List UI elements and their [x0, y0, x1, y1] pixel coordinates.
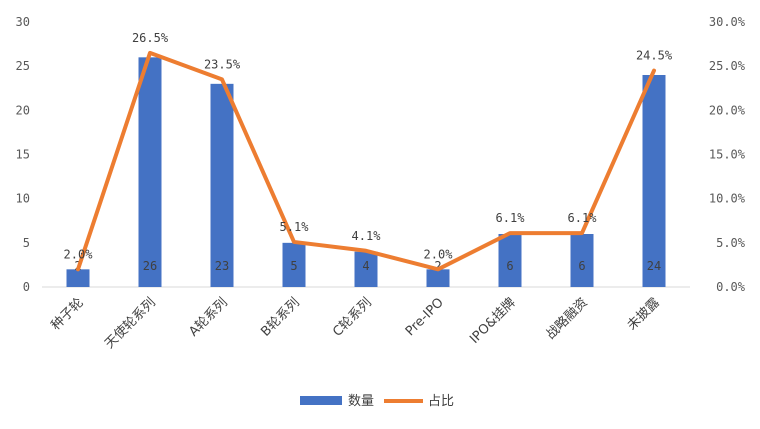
right-y-tick-label: 0.0%: [716, 280, 746, 294]
right-y-tick-label: 10.0%: [709, 192, 746, 206]
left-y-tick-label: 0: [23, 280, 30, 294]
bar: [66, 269, 90, 287]
line-value-label: 2.0%: [424, 247, 454, 261]
line-value-label: 26.5%: [132, 31, 169, 45]
left-y-tick-label: 15: [16, 148, 30, 162]
line-value-labels: 2.0% 26.5% 23.5% 5.1% 4.1% 2.0% 6.1% 6.1% 24.5%: [64, 31, 673, 261]
right-y-tick-label: 5.0%: [716, 236, 746, 250]
bar: [210, 83, 234, 287]
right-y-tick-label: 15.0%: [709, 148, 746, 162]
category-label: IPO&挂牌: [466, 295, 518, 347]
bar-value-label: 23: [215, 259, 229, 273]
right-y-tick-label: 20.0%: [709, 103, 746, 117]
line-value-label: 5.1%: [280, 220, 310, 234]
bar-value-label: 6: [578, 259, 585, 273]
line-series: [76, 50, 656, 272]
right-y-tick-label: 30.0%: [709, 15, 746, 29]
category-label: A轮系列: [186, 295, 230, 339]
bar-series: [66, 57, 666, 288]
left-y-tick-label: 10: [16, 192, 30, 206]
bar-value-label: 4: [362, 259, 369, 273]
bar-value-label: 6: [506, 259, 513, 273]
legend-bar-swatch: [300, 396, 342, 405]
line-value-label: 23.5%: [204, 57, 241, 71]
category-label: 战略融资: [543, 295, 591, 343]
bar-value-label: 2: [434, 259, 441, 273]
line-value-label: 2.0%: [64, 247, 94, 261]
line-value-label: 4.1%: [352, 229, 382, 243]
legend-line-label: 占比: [428, 394, 454, 409]
left-y-tick-label: 25: [16, 59, 30, 73]
line-value-label: 24.5%: [636, 49, 673, 63]
bar: [642, 75, 666, 287]
legend: 数量 占比: [300, 394, 454, 409]
legend-bar-label: 数量: [348, 394, 374, 409]
category-label: 种子轮: [49, 295, 87, 333]
left-y-tick-label: 5: [23, 236, 30, 250]
bar: [138, 57, 162, 288]
bar-value-label: 26: [143, 259, 157, 273]
bar: [570, 234, 594, 287]
bar: [498, 234, 522, 287]
category-labels: 种子轮 天使轮系列 A轮系列 B轮系列 C轮系列 Pre-IPO IPO&挂牌 战略融资 未披露: [49, 295, 663, 352]
line-value-label: 6.1%: [496, 211, 526, 225]
category-label: 未披露: [625, 295, 663, 333]
category-label: Pre-IPO: [403, 295, 447, 339]
right-y-axis: 0.0% 5.0% 10.0% 15.0% 20.0% 25.0% 30.0%: [709, 15, 746, 294]
bar-value-label: 24: [647, 259, 661, 273]
bar: [426, 269, 450, 287]
left-y-tick-label: 30: [16, 15, 30, 29]
category-label: B轮系列: [258, 295, 302, 339]
bar: [354, 251, 378, 287]
right-y-tick-label: 25.0%: [709, 59, 746, 73]
bar-value-label: 5: [290, 259, 297, 273]
left-y-tick-label: 20: [16, 103, 30, 117]
left-y-axis: 0 5 10 15 20 25 30: [16, 15, 30, 294]
bar: [282, 242, 306, 287]
category-label: 天使轮系列: [102, 295, 159, 352]
line-value-label: 6.1%: [568, 211, 598, 225]
category-label: C轮系列: [330, 295, 375, 340]
line-path: [76, 50, 656, 272]
